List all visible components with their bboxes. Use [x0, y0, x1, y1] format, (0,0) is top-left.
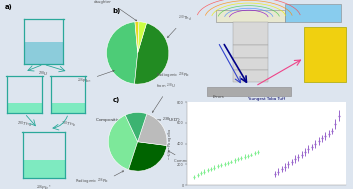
FancyBboxPatch shape [7, 103, 42, 113]
Title: Youngest Toba Tuff: Youngest Toba Tuff [247, 97, 286, 101]
Text: $^{230}$Th$_a$: $^{230}$Th$_a$ [17, 119, 32, 129]
Y-axis label: $^{238}$U/$^{206}$Pb age/ka: $^{238}$U/$^{206}$Pb age/ka [167, 127, 175, 160]
Wedge shape [135, 22, 139, 53]
Wedge shape [134, 23, 169, 84]
FancyBboxPatch shape [23, 160, 65, 178]
Bar [233, 22, 268, 45]
Bar [216, 10, 285, 22]
Title: Composition of daughter from $^{238}$U(D'): Composition of daughter from $^{238}$U(D… [95, 116, 181, 126]
Bar [233, 70, 268, 82]
Bar [285, 4, 341, 22]
Text: $^{230}$Th$_d$: $^{230}$Th$_d$ [168, 13, 192, 38]
Wedge shape [107, 22, 138, 84]
Wedge shape [138, 22, 146, 53]
Text: Short half-life
daughter: Short half-life daughter [94, 0, 137, 21]
Text: a): a) [5, 4, 12, 10]
Text: c): c) [113, 97, 120, 103]
Wedge shape [108, 115, 138, 170]
Text: Errors: Errors [213, 95, 225, 99]
FancyBboxPatch shape [24, 42, 62, 64]
Bar [304, 27, 346, 82]
Text: $^{238}$U: $^{238}$U [38, 70, 49, 79]
FancyBboxPatch shape [51, 103, 85, 113]
Text: Common Pb: Common Pb [168, 151, 197, 163]
Bar [233, 45, 268, 58]
Text: b): b) [113, 8, 121, 14]
Bar [233, 58, 268, 70]
Bar [207, 87, 291, 96]
Wedge shape [125, 112, 147, 142]
Text: Radiogenic $^{206}$Pb
from $^{230}$Th$_a$: Radiogenic $^{206}$Pb from $^{230}$Th$_a… [75, 171, 124, 189]
Text: $^{206}$Pb$^*$: $^{206}$Pb$^*$ [36, 183, 51, 189]
Wedge shape [128, 142, 167, 171]
Text: Radiogenic $^{206}$Pb
from $^{238}$U: Radiogenic $^{206}$Pb from $^{238}$U [152, 70, 190, 112]
Wedge shape [138, 114, 167, 146]
Text: $^{230}$Th$_b$: $^{230}$Th$_b$ [61, 119, 76, 129]
Text: $^{206}$Pb$_*$: $^{206}$Pb$_*$ [77, 70, 114, 85]
